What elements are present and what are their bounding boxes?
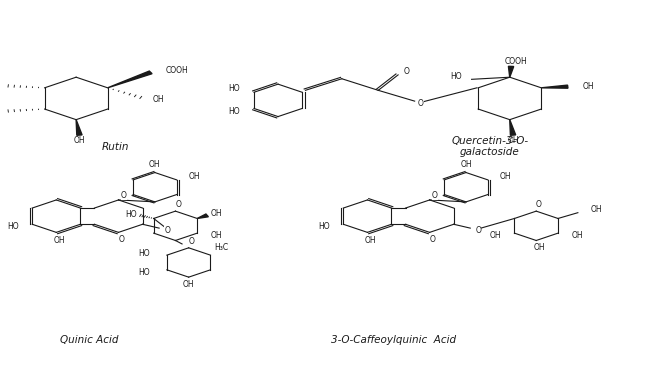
Text: O: O	[475, 225, 481, 235]
Polygon shape	[76, 120, 82, 135]
Text: O: O	[418, 99, 424, 108]
Text: HO: HO	[450, 72, 461, 81]
Text: OH: OH	[534, 243, 545, 252]
Text: HO: HO	[318, 222, 330, 231]
Text: COOH: COOH	[166, 66, 189, 75]
Text: HO: HO	[139, 249, 150, 258]
Text: 3-O-Caffeoylquinic  Acid: 3-O-Caffeoylquinic Acid	[331, 335, 457, 345]
Text: Rutin: Rutin	[102, 142, 130, 152]
Text: OH: OH	[73, 136, 85, 146]
Text: COOH: COOH	[505, 57, 528, 66]
Text: HO: HO	[139, 268, 150, 278]
Text: OH: OH	[189, 171, 200, 181]
Text: O: O	[175, 200, 181, 210]
Text: OH: OH	[365, 235, 377, 245]
Text: O: O	[119, 235, 124, 244]
Polygon shape	[542, 85, 568, 88]
Text: H₃C: H₃C	[214, 243, 228, 252]
Text: O: O	[164, 225, 170, 235]
Text: O: O	[189, 237, 194, 246]
Polygon shape	[197, 214, 209, 218]
Text: Quercetin-3-O-
galactoside: Quercetin-3-O- galactoside	[451, 136, 528, 157]
Text: OH: OH	[153, 95, 164, 104]
Text: OH: OH	[183, 279, 195, 289]
Text: Quiniс Acid: Quiniс Acid	[60, 335, 118, 345]
Polygon shape	[510, 120, 516, 135]
Text: OH: OH	[507, 136, 519, 146]
Polygon shape	[508, 66, 514, 77]
Text: OH: OH	[54, 235, 66, 245]
Text: HO: HO	[228, 84, 240, 93]
Text: OH: OH	[583, 82, 594, 91]
Text: OH: OH	[460, 160, 472, 169]
Text: HO: HO	[126, 210, 137, 219]
Text: O: O	[121, 191, 126, 200]
Text: HO: HO	[228, 107, 240, 116]
Text: OH: OH	[149, 160, 161, 169]
Text: O: O	[403, 66, 409, 76]
Text: HO: HO	[7, 222, 19, 231]
Text: O: O	[536, 200, 542, 210]
Text: OH: OH	[211, 230, 222, 240]
Text: OH: OH	[500, 171, 511, 181]
Text: OH: OH	[571, 230, 583, 240]
Polygon shape	[108, 71, 152, 88]
Text: OH: OH	[211, 209, 222, 218]
Text: OH: OH	[591, 205, 602, 215]
Text: O: O	[432, 191, 438, 200]
Text: O: O	[430, 235, 436, 244]
Text: OH: OH	[490, 230, 501, 240]
